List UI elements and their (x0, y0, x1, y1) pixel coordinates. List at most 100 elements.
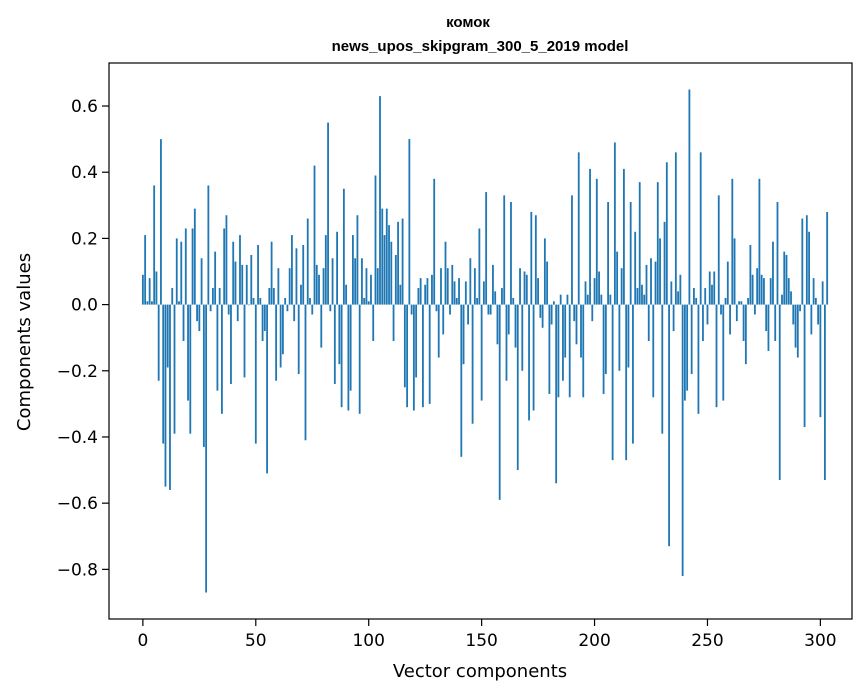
bar-77 (315, 264, 318, 305)
bar-246 (697, 304, 700, 414)
bar-140 (458, 278, 460, 305)
bar-112 (394, 254, 397, 305)
bar-90 (345, 284, 348, 305)
bar-211 (618, 304, 621, 371)
bar-278 (769, 278, 772, 305)
bar-199 (591, 304, 594, 322)
bar-118 (408, 139, 411, 305)
bar-163 (510, 202, 512, 305)
bar-92 (349, 304, 352, 391)
bar-176 (539, 304, 542, 318)
bar-153 (487, 304, 490, 315)
bar-23 (193, 208, 196, 305)
bar-238 (679, 274, 682, 305)
bar-293 (803, 304, 806, 428)
bar-224 (647, 304, 650, 341)
bar-124 (422, 304, 424, 408)
bar-273 (758, 178, 761, 305)
bar-11 (166, 304, 169, 368)
bar-28 (205, 304, 208, 593)
chart-title-word: комок (446, 14, 490, 31)
bar-67 (293, 304, 296, 322)
bar-255 (717, 195, 720, 305)
bar-59 (275, 304, 278, 381)
bar-280 (774, 304, 777, 341)
bar-260 (729, 304, 731, 335)
bar-223 (645, 264, 648, 305)
bar-91 (347, 304, 350, 411)
bar-15 (175, 238, 178, 305)
bar-169 (523, 271, 526, 305)
bar-132 (440, 268, 442, 305)
bar-172 (530, 211, 533, 305)
bar-55 (266, 304, 268, 474)
y-tick-label: 0.4 (71, 163, 98, 183)
bar-2 (146, 301, 149, 305)
bar-113 (397, 221, 399, 305)
bar-119 (410, 304, 413, 315)
bar-227 (654, 261, 657, 305)
bar-248 (702, 304, 704, 341)
x-tick-label: 50 (245, 631, 267, 651)
bar-97 (361, 258, 363, 305)
bar-279 (772, 241, 774, 305)
bar-220 (638, 182, 641, 305)
bar-228 (656, 182, 659, 305)
bar-210 (616, 251, 619, 305)
bar-193 (577, 152, 580, 305)
bar-107 (383, 235, 386, 305)
bar-79 (320, 304, 323, 348)
bar-173 (532, 304, 535, 411)
bar-44 (241, 264, 244, 305)
bar-111 (392, 304, 395, 341)
y-tick-label: −0.6 (57, 494, 98, 514)
bar-18 (182, 304, 185, 341)
bar-31 (211, 288, 214, 305)
bar-288 (792, 304, 795, 325)
bar-63 (284, 297, 287, 305)
bar-129 (433, 178, 436, 305)
bar-196 (584, 281, 587, 305)
bar-200 (593, 278, 596, 305)
bar-102 (372, 304, 375, 341)
bar-291 (799, 304, 801, 312)
bar-175 (537, 278, 539, 305)
bar-41 (234, 261, 237, 305)
bar-40 (232, 241, 235, 305)
bar-75 (311, 304, 314, 315)
bar-81 (324, 235, 327, 305)
bar-217 (632, 304, 634, 444)
bar-233 (668, 304, 670, 547)
bar-264 (738, 301, 740, 305)
bar-157 (496, 304, 499, 345)
bar-162 (507, 304, 510, 335)
bar-39 (230, 304, 232, 385)
bar-139 (455, 297, 458, 305)
bar-195 (582, 304, 585, 398)
bar-245 (695, 297, 698, 305)
bar-158 (498, 304, 501, 500)
bar-156 (494, 291, 497, 305)
bar-282 (778, 304, 781, 480)
bar-151 (482, 281, 485, 305)
bar-192 (575, 304, 578, 345)
bar-109 (388, 225, 390, 305)
bar-234 (670, 281, 673, 305)
bar-159 (501, 288, 503, 305)
bar-135 (446, 268, 449, 305)
bar-261 (731, 178, 734, 305)
bar-130 (435, 304, 438, 312)
bar-275 (763, 278, 765, 305)
bar-190 (571, 195, 573, 305)
bar-259 (726, 261, 729, 305)
bar-74 (309, 297, 311, 305)
bar-115 (401, 218, 404, 305)
bar-189 (568, 304, 571, 398)
bar-43 (239, 235, 241, 305)
bar-100 (367, 301, 370, 305)
bar-104 (376, 268, 379, 305)
bar-289 (794, 304, 797, 348)
bar-241 (686, 304, 689, 391)
bar-80 (322, 268, 325, 305)
